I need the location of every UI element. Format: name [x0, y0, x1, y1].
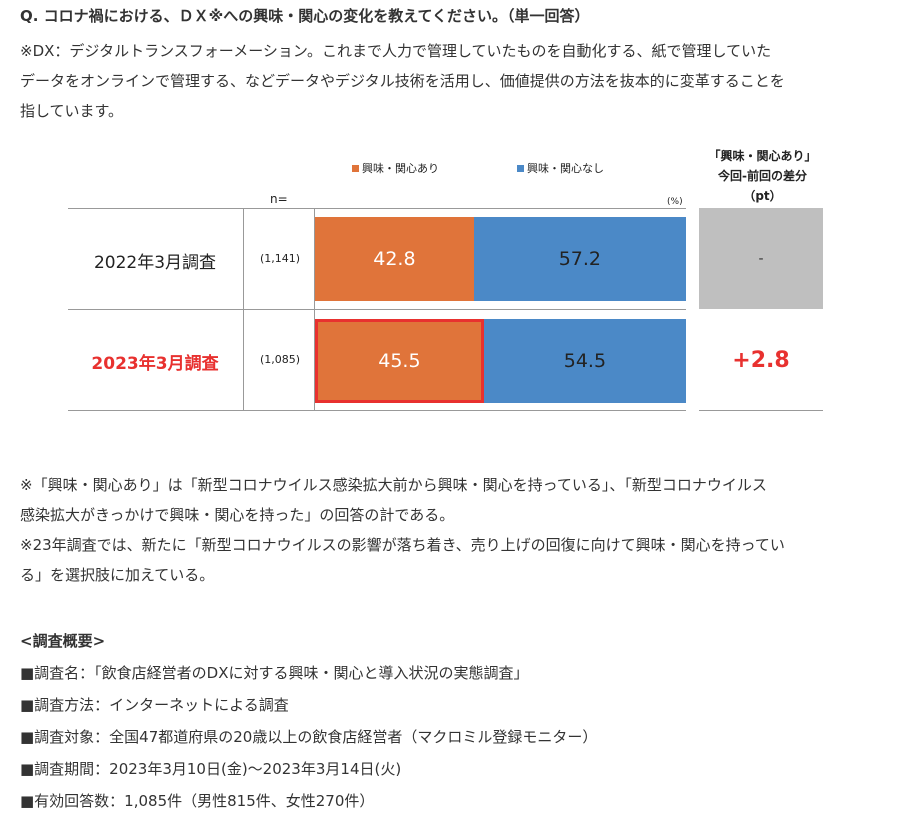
footnotes: ※「興味・関心あり」は「新型コロナウイルス感染拡大前から興味・関心を持っている」… [20, 470, 890, 590]
summary-title: <調査概要> [20, 632, 106, 650]
summary-item: ■有効回答数：1,085件（男性815件、女性270件） [20, 792, 375, 810]
legend-swatch-orange [352, 164, 359, 172]
bar-value-label: 45.5 [378, 350, 421, 372]
unit-label: (%) [667, 197, 683, 207]
legend-label: 興味・関心あり [362, 162, 439, 175]
question-title: Q. コロナ禍における、ＤＸ※への興味・関心の変化を教えてください。（単一回答） [20, 7, 590, 25]
survey-summary: <調査概要> ■調査名：「飲食店経営者のDXに対する興味・関心と導入状況の実態調… [20, 625, 597, 817]
n-value: (1,085) [259, 353, 301, 366]
diff-header-line: 「興味・関心あり」 [708, 149, 817, 163]
diff-header-line: （pt） [743, 189, 782, 203]
bar-value-label: 57.2 [558, 248, 602, 270]
table-column-divider [243, 208, 244, 411]
row-label-2023: 2023年3月調査 [91, 354, 219, 374]
definition-line: ※DX：デジタルトランスフォーメーション。これまで人力で管理していたものを自動化… [20, 42, 772, 60]
bar-not-interested: 57.2 [473, 217, 686, 301]
legend-item-not-interested: 興味・関心なし [517, 160, 604, 176]
legend-item-interested: 興味・関心あり [352, 160, 439, 176]
legend-label: 興味・関心なし [527, 162, 604, 175]
bar-value-label: 54.5 [563, 350, 607, 372]
table-column-divider [314, 208, 315, 411]
stacked-bar-chart: 興味・関心あり 興味・関心なし 「興味・関心あり」 今回-前回の差分 （pt） … [0, 140, 903, 430]
footnote-line: ※23年調査では、新たに「新型コロナウイルスの影響が落ち着き、売り上げの回復に向… [20, 536, 785, 554]
table-bottom-border [68, 410, 686, 411]
diff-column-header: 「興味・関心あり」 今回-前回の差分 （pt） [700, 146, 825, 206]
n-value: (1,141) [259, 252, 301, 265]
footnote-line: ※「興味・関心あり」は「新型コロナウイルス感染拡大前から興味・関心を持っている」… [20, 476, 767, 494]
definition-line: データをオンラインで管理する、などデータやデジタル技術を活用し、価値提供の方法を… [20, 72, 785, 90]
legend-swatch-blue [517, 164, 524, 172]
diff-value-2023: +2.8 [732, 347, 790, 373]
diff-value-2022: - [699, 208, 823, 309]
n-header: n= [270, 192, 288, 206]
bar-value-label: 42.8 [373, 248, 416, 270]
footnote-line: る」を選択肢に加えている。 [20, 566, 215, 584]
dx-definition: ※DX：デジタルトランスフォーメーション。これまで人力で管理していたものを自動化… [20, 36, 890, 126]
table-row-divider [68, 309, 686, 310]
bar-interested: 45.5 [315, 319, 484, 403]
summary-item: ■調査方法：インターネットによる調査 [20, 696, 289, 714]
row-label-2022: 2022年3月調査 [93, 253, 217, 273]
summary-item: ■調査名：「飲食店経営者のDXに対する興味・関心と導入状況の実態調査」 [20, 664, 529, 682]
diff-bottom-border [699, 410, 823, 411]
diff-header-line: 今回-前回の差分 [718, 169, 807, 183]
definition-line: 指しています。 [20, 102, 124, 120]
footnote-line: 感染拡大がきっかけで興味・関心を持った」の回答の計である。 [20, 506, 455, 524]
summary-item: ■調査対象：全国47都道府県の20歳以上の飲食店経営者（マクロミル登録モニター） [20, 728, 598, 746]
summary-item: ■調査期間：2023年3月10日(金)〜2023年3月14日(火) [20, 760, 402, 778]
bar-interested: 42.8 [315, 217, 474, 301]
bar-not-interested: 54.5 [483, 319, 686, 403]
table-top-border [68, 208, 686, 209]
